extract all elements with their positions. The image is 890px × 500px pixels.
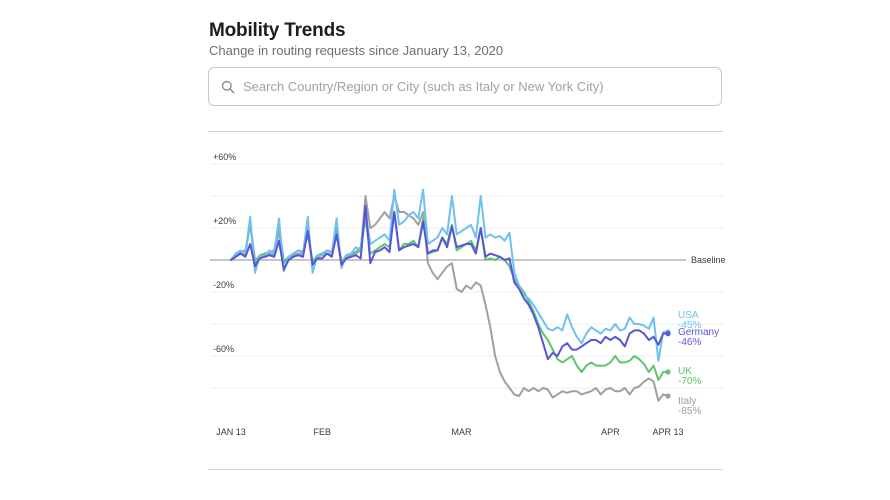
legend-value-uk: -70% bbox=[678, 376, 701, 387]
series-line-germany bbox=[230, 204, 669, 361]
legend-value-italy: -85% bbox=[678, 406, 701, 417]
chart-gridlines: Baseline bbox=[210, 163, 726, 389]
series-line-italy bbox=[230, 195, 669, 402]
chart-legend: USA-45%Germany-46% UK-70% Italy-85% bbox=[678, 310, 719, 417]
page-subtitle: Change in routing requests since January… bbox=[209, 43, 504, 58]
y-tick-label: -20% bbox=[213, 280, 234, 290]
x-tick-label: JAN 13 bbox=[216, 427, 246, 437]
series-end-point-uk bbox=[665, 369, 671, 375]
legend-name-germany: Germany bbox=[678, 327, 719, 338]
legend-value-germany: -46% bbox=[678, 337, 701, 348]
series-end-point-germany bbox=[665, 331, 671, 337]
legend-name-usa: USA bbox=[678, 310, 699, 321]
legend-value-usa: -45% bbox=[678, 320, 701, 331]
x-tick-label: FEB bbox=[313, 427, 331, 437]
legend-name-italy: Italy bbox=[678, 396, 696, 407]
baseline-label: Baseline bbox=[691, 255, 726, 265]
x-tick-label: MAR bbox=[452, 427, 473, 437]
series-line-usa bbox=[230, 188, 669, 362]
chart-bottom-divider bbox=[208, 469, 723, 470]
search-icon bbox=[221, 80, 235, 94]
chart-y-axis: +60% +20% -20% -60% bbox=[213, 152, 236, 354]
search-input[interactable] bbox=[243, 68, 713, 105]
search-box[interactable] bbox=[208, 67, 722, 106]
y-tick-label: +60% bbox=[213, 152, 236, 162]
x-tick-label: APR 13 bbox=[652, 427, 683, 437]
chart-top-divider bbox=[208, 131, 723, 132]
series-end-point-italy bbox=[665, 393, 671, 399]
page-title: Mobility Trends bbox=[209, 20, 346, 41]
y-tick-label: +20% bbox=[213, 216, 236, 226]
chart-x-axis: JAN 13 FEB MAR APR APR 13 bbox=[216, 427, 683, 437]
chart-series bbox=[230, 188, 671, 402]
legend-name-uk: UK bbox=[678, 366, 692, 377]
y-tick-label: -60% bbox=[213, 344, 234, 354]
x-tick-label: APR bbox=[601, 427, 620, 437]
